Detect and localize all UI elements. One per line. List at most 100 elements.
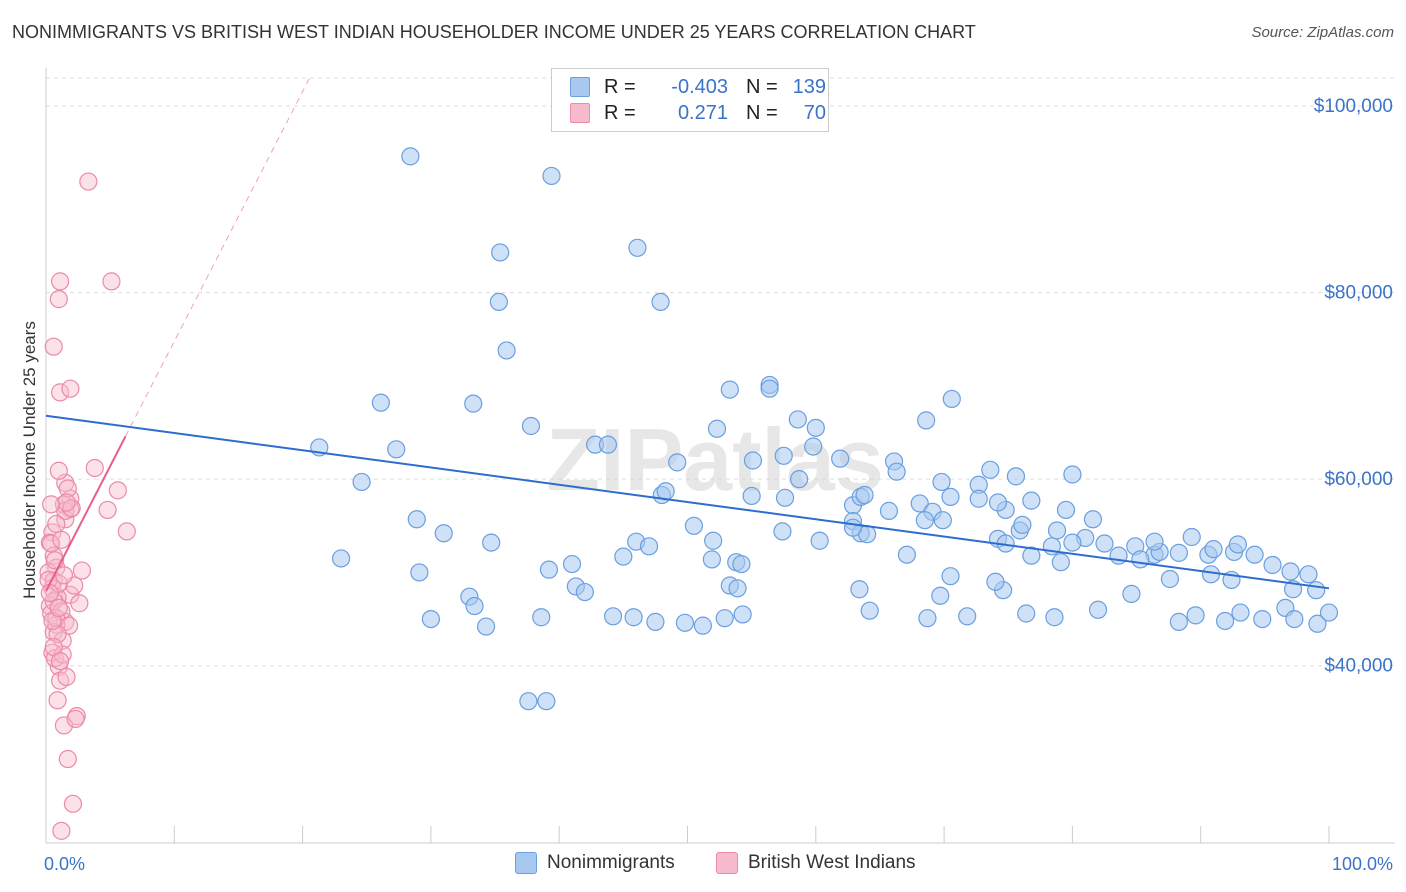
n-label: N =: [746, 75, 778, 98]
point-nonimmigrants: [773, 522, 792, 541]
legend-swatch-blue: [570, 77, 590, 97]
point-british-west-indians: [49, 598, 68, 618]
point-british-west-indians: [51, 272, 70, 291]
point-nonimmigrants: [639, 537, 659, 556]
point-nonimmigrants: [742, 486, 761, 506]
point-nonimmigrants: [790, 470, 809, 489]
point-british-west-indians: [40, 583, 59, 603]
x-tick-label-max: 100.0%: [1332, 854, 1393, 874]
point-nonimmigrants: [434, 524, 453, 543]
point-nonimmigrants: [684, 516, 704, 535]
point-nonimmigrants: [1169, 543, 1188, 562]
point-nonimmigrants: [931, 586, 950, 605]
point-nonimmigrants: [1045, 608, 1064, 627]
point-british-west-indians: [54, 716, 74, 735]
point-nonimmigrants: [715, 609, 734, 628]
point-nonimmigrants: [1231, 603, 1250, 622]
gridlines: [46, 77, 1395, 667]
point-nonimmigrants: [1307, 581, 1326, 600]
series-legend: Nonimmigrants British West Indians: [0, 852, 1406, 876]
point-nonimmigrants: [1285, 609, 1304, 629]
point-nonimmigrants: [910, 494, 929, 513]
point-nonimmigrants: [675, 613, 695, 632]
point-nonimmigrants: [542, 166, 561, 186]
point-british-west-indians: [79, 172, 98, 191]
point-nonimmigrants: [1145, 532, 1164, 551]
point-nonimmigrants: [915, 511, 934, 530]
point-nonimmigrants: [491, 243, 510, 262]
point-nonimmigrants: [598, 435, 618, 454]
point-british-west-indians: [63, 794, 83, 813]
point-nonimmigrants: [850, 580, 869, 599]
point-nonimmigrants: [1228, 535, 1248, 554]
stats-legend: R = -0.403 N = 139 R = 0.271 N = 70: [551, 68, 829, 132]
point-nonimmigrants: [917, 411, 936, 430]
point-nonimmigrants: [720, 380, 739, 399]
n-value: 70: [803, 101, 826, 124]
point-nonimmigrants: [519, 692, 538, 711]
trend-line-extension-british-west-indians: [125, 77, 311, 437]
point-british-west-indians: [66, 709, 85, 729]
axes: [45, 68, 1395, 844]
point-british-west-indians: [62, 498, 81, 518]
point-nonimmigrants: [918, 609, 937, 628]
point-nonimmigrants: [628, 238, 647, 257]
point-nonimmigrants: [401, 147, 420, 166]
trend-line-british-west-indians: [45, 435, 127, 592]
point-british-west-indians: [57, 667, 76, 687]
point-nonimmigrants: [1308, 614, 1327, 633]
point-nonimmigrants: [1182, 527, 1201, 547]
point-nonimmigrants: [407, 510, 426, 529]
point-british-west-indians: [117, 522, 136, 541]
point-british-west-indians: [51, 383, 70, 402]
point-nonimmigrants: [942, 389, 961, 409]
point-british-west-indians: [42, 495, 61, 514]
source-label: Source: ZipAtlas.com: [1251, 24, 1394, 41]
point-nonimmigrants: [489, 292, 508, 312]
point-nonimmigrants: [1131, 550, 1150, 569]
point-nonimmigrants: [646, 612, 665, 631]
point-british-west-indians: [58, 479, 77, 498]
point-nonimmigrants: [804, 437, 823, 456]
point-nonimmigrants: [521, 416, 541, 436]
point-nonimmigrants: [1160, 569, 1180, 589]
point-nonimmigrants: [371, 393, 390, 412]
point-nonimmigrants: [1215, 611, 1235, 631]
legend-row-british-west-indians: R = 0.271 N = 70: [570, 101, 826, 125]
point-british-west-indians: [61, 379, 80, 398]
point-nonimmigrants: [1253, 609, 1272, 629]
point-british-west-indians: [57, 493, 76, 512]
r-label: R =: [604, 75, 636, 98]
r-label: R =: [604, 101, 636, 124]
point-nonimmigrants: [656, 482, 675, 501]
point-nonimmigrants: [352, 472, 371, 492]
point-british-west-indians: [108, 481, 127, 500]
legend-item-nonimmigrants: Nonimmigrants: [515, 852, 675, 874]
point-nonimmigrants: [732, 554, 751, 574]
point-british-west-indians: [98, 500, 117, 520]
point-british-west-indians: [44, 337, 63, 356]
point-nonimmigrants: [1047, 521, 1067, 540]
point-nonimmigrants: [897, 545, 916, 564]
point-nonimmigrants: [1017, 604, 1036, 623]
point-nonimmigrants: [465, 596, 484, 616]
point-british-west-indians: [52, 530, 71, 549]
n-label: N =: [746, 101, 778, 124]
legend-swatch-pink: [570, 103, 590, 123]
point-nonimmigrants: [497, 341, 516, 360]
point-nonimmigrants: [932, 472, 951, 492]
point-nonimmigrants: [1319, 603, 1339, 622]
point-nonimmigrants: [1063, 465, 1082, 484]
y-tick-label: $40,000: [1324, 656, 1393, 677]
point-nonimmigrants: [728, 579, 747, 598]
point-british-west-indians: [85, 458, 104, 478]
point-nonimmigrants: [806, 418, 825, 437]
point-nonimmigrants: [969, 489, 988, 508]
point-nonimmigrants: [831, 449, 850, 468]
point-nonimmigrants: [603, 607, 623, 626]
y-tick-label: $60,000: [1324, 469, 1393, 490]
point-british-west-indians: [102, 272, 121, 291]
point-nonimmigrants: [562, 554, 582, 574]
point-nonimmigrants: [707, 419, 727, 438]
